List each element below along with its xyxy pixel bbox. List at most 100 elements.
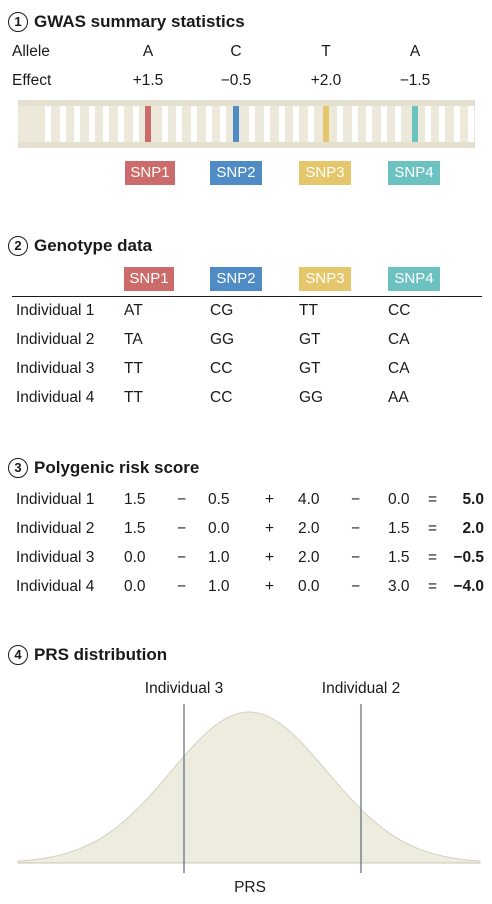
snp1-effect: +1.5 xyxy=(132,72,164,89)
prs-marker-lines xyxy=(183,704,362,873)
genotype-row-label: Individual 3 xyxy=(16,360,95,377)
prs-marker-label: Individual 3 xyxy=(145,680,223,697)
prs-row-label: Individual 2 xyxy=(16,520,95,537)
prs-term: 0.0 xyxy=(388,491,410,508)
genotype-header-snp2: SNP2 xyxy=(210,267,262,291)
prs-term: 1.0 xyxy=(208,578,230,595)
snp2-label: SNP2 xyxy=(210,161,262,185)
allele-label: Allele xyxy=(12,43,50,60)
genotype-cell: CA xyxy=(388,360,410,377)
prs-operator: − xyxy=(351,520,361,537)
section1-number: 1 xyxy=(8,12,28,32)
section1-title: 1 GWAS summary statistics xyxy=(8,12,245,32)
genotype-cell: AT xyxy=(124,302,143,319)
snp1-allele: A xyxy=(142,43,154,60)
genotype-header-snp1: SNP1 xyxy=(124,267,174,291)
prs-term: 0.5 xyxy=(208,491,230,508)
ladder-rung xyxy=(176,106,183,142)
prs-term: 0.0 xyxy=(124,549,146,566)
genotype-cell: TA xyxy=(124,331,143,348)
prs-term: 4.0 xyxy=(298,491,320,508)
snp1-label: SNP1 xyxy=(125,161,175,185)
prs-term: 1.5 xyxy=(388,520,410,537)
genotype-row-label: Individual 4 xyxy=(16,389,95,406)
prs-term: 0.0 xyxy=(124,578,146,595)
prs-operator: − xyxy=(351,578,361,595)
genotype-cell: TT xyxy=(299,302,318,319)
ladder-rung xyxy=(380,106,387,142)
prs-term: 1.5 xyxy=(124,491,146,508)
genotype-cell: CA xyxy=(388,331,410,348)
prs-curve xyxy=(17,711,481,864)
ladder-rung xyxy=(59,106,66,142)
snp3-effect: +2.0 xyxy=(310,72,342,89)
genotype-row-label: Individual 2 xyxy=(16,331,95,348)
section4-title: 4 PRS distribution xyxy=(8,645,167,665)
genotype-cell: GG xyxy=(299,389,324,406)
genotype-header-snp3: SNP3 xyxy=(299,267,351,291)
prs-operator: + xyxy=(265,520,275,537)
genotype-divider xyxy=(12,296,482,297)
ladder-top-rail xyxy=(18,100,475,106)
prs-equals: = xyxy=(428,491,438,508)
prs-operator: − xyxy=(351,549,361,566)
prs-axis-label: PRS xyxy=(234,879,266,896)
prs-term: 2.0 xyxy=(298,549,320,566)
genotype-cell: TT xyxy=(124,389,143,406)
snp4-label: SNP4 xyxy=(388,161,440,185)
ladder-rung xyxy=(103,106,110,142)
prs-term: 1.5 xyxy=(124,520,146,537)
prs-row-label: Individual 1 xyxy=(16,491,95,508)
prs-equals: = xyxy=(428,520,438,537)
ladder-rung xyxy=(264,106,270,142)
snp4-effect: −1.5 xyxy=(399,72,431,89)
genotype-cell: CC xyxy=(388,302,411,319)
genotype-cell: CC xyxy=(210,389,233,406)
section3-number: 3 xyxy=(8,458,28,478)
snp4-marker xyxy=(412,106,418,142)
snp2-effect: −0.5 xyxy=(220,72,252,89)
prs-operator: − xyxy=(177,578,187,595)
prs-term: 0.0 xyxy=(298,578,320,595)
genotype-cell: GT xyxy=(299,331,321,348)
prs-score: 5.0 xyxy=(462,491,484,508)
dna-ladder xyxy=(18,100,475,148)
ladder-rung xyxy=(74,106,81,142)
prs-operator: − xyxy=(177,491,187,508)
genotype-cell: TT xyxy=(124,360,143,377)
prs-term: 2.0 xyxy=(298,520,320,537)
ladder-rung xyxy=(118,106,124,142)
prs-term: 1.5 xyxy=(388,549,410,566)
snp3-allele: T xyxy=(321,43,331,60)
genotype-row-label: Individual 1 xyxy=(16,302,95,319)
section1-title-text: GWAS summary statistics xyxy=(34,12,245,31)
ladder-rung xyxy=(439,106,446,142)
ladder-rung xyxy=(278,106,285,142)
prs-term: 3.0 xyxy=(388,578,410,595)
prs-score: −0.5 xyxy=(453,549,484,566)
ladder-rung xyxy=(161,106,168,142)
ladder-rung xyxy=(45,106,51,142)
snp4-allele: A xyxy=(409,43,421,60)
prs-operator: − xyxy=(177,549,187,566)
genotype-cell: CC xyxy=(210,360,233,377)
ladder-rung xyxy=(293,106,300,142)
section2-title: 2 Genotype data xyxy=(8,236,152,256)
prs-term: 1.0 xyxy=(208,549,230,566)
ladder-rung xyxy=(395,106,402,142)
section2-title-text: Genotype data xyxy=(34,236,153,255)
prs-equals: = xyxy=(428,578,438,595)
ladder-rung xyxy=(351,106,358,142)
prs-row-label: Individual 4 xyxy=(16,578,95,595)
prs-operator: + xyxy=(265,491,275,508)
snp3-label: SNP3 xyxy=(299,161,351,185)
prs-term: 0.0 xyxy=(208,520,230,537)
section3-title: 3 Polygenic risk score xyxy=(8,458,199,478)
genotype-header-snp4: SNP4 xyxy=(388,267,440,291)
prs-operator: − xyxy=(177,520,187,537)
prs-operator: − xyxy=(351,491,361,508)
snp1-marker xyxy=(145,106,151,142)
prs-marker-label: Individual 2 xyxy=(322,680,400,697)
